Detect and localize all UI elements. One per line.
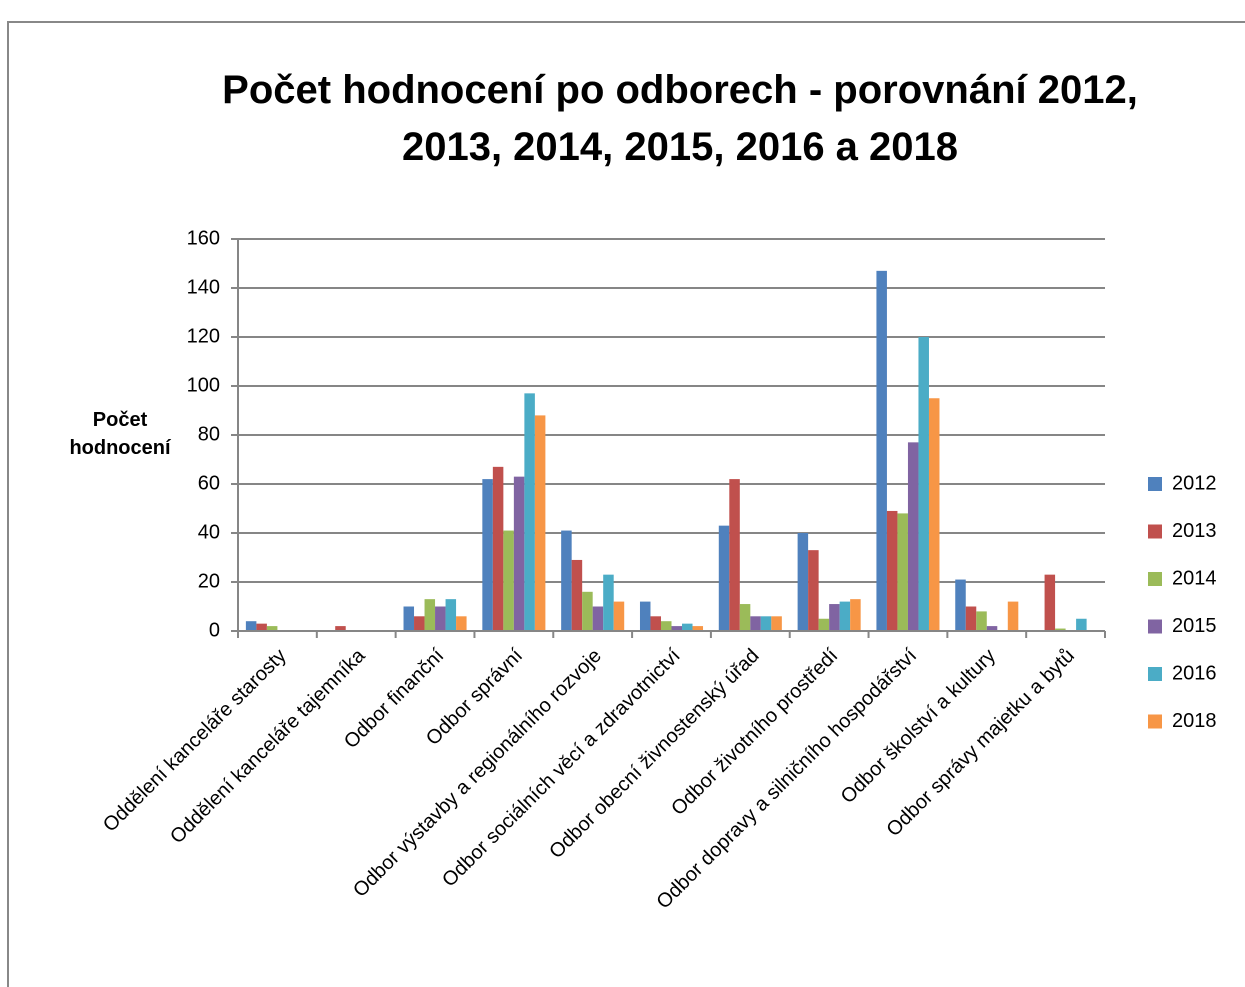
y-tick-label: 20: [198, 570, 220, 592]
bar: [245, 621, 257, 631]
bar: [692, 626, 704, 631]
bar: [639, 601, 651, 631]
bar: [671, 626, 683, 631]
bar: [682, 623, 693, 631]
bar: [613, 601, 625, 631]
y-tick-label: 0: [209, 619, 220, 641]
bar: [965, 606, 977, 631]
bar: [1044, 574, 1056, 631]
legend-swatch: [1148, 667, 1162, 681]
bar: [492, 466, 504, 631]
bar: [503, 530, 514, 631]
bar: [739, 604, 751, 631]
bar: [839, 601, 851, 631]
bar: [850, 599, 861, 631]
bar: [771, 616, 782, 631]
legend-swatch: [1148, 524, 1162, 539]
bar: [718, 525, 730, 631]
legend-swatch: [1148, 477, 1162, 491]
legend-label: 2013: [1172, 520, 1217, 542]
bar: [403, 606, 415, 631]
bar: [424, 599, 436, 631]
bar: [928, 398, 940, 631]
bar: [256, 623, 267, 631]
legend-label: 2015: [1172, 615, 1217, 637]
bar: [513, 476, 525, 631]
y-tick-label: 120: [187, 325, 220, 347]
bar: [897, 513, 908, 631]
legend-label: 2018: [1172, 710, 1217, 732]
legend-swatch: [1148, 572, 1162, 586]
bar: [571, 559, 583, 631]
bar: [986, 626, 998, 631]
bar: [456, 616, 467, 631]
y-tick-label: 160: [187, 227, 220, 249]
bar: [760, 616, 772, 631]
y-tick-label: 140: [187, 276, 220, 298]
bar: [414, 616, 425, 631]
y-axis-label: Počet hodnocení: [69, 409, 171, 459]
bar: [876, 270, 887, 631]
bar: [445, 599, 457, 631]
bar: [592, 606, 604, 631]
bar: [976, 611, 987, 631]
legend-label: 2016: [1172, 662, 1217, 684]
x-tick-label: Odbor školství a kultury: [837, 645, 1000, 808]
bar: [818, 618, 830, 631]
chart-title: Počet hodnocení po odborech - porovnání …: [222, 68, 1138, 169]
chart-frame: [7, 21, 1245, 987]
y-tick-label: 60: [198, 472, 220, 494]
legend-swatch: [1148, 714, 1162, 729]
bar: [534, 415, 546, 631]
bar: [797, 533, 809, 631]
y-tick-label: 100: [187, 374, 220, 396]
bar: [603, 574, 614, 631]
bar: [582, 591, 593, 631]
bar: [918, 337, 929, 631]
bar: [266, 626, 278, 631]
bar: [561, 530, 572, 631]
bar: [1076, 618, 1087, 631]
bar: [750, 616, 761, 631]
bar: [482, 479, 493, 631]
bar: [1007, 601, 1019, 631]
bar: [1055, 628, 1066, 631]
bar: [829, 604, 840, 631]
legend-label: 2014: [1172, 567, 1217, 589]
bar: [808, 550, 819, 631]
legend-label: 2012: [1172, 472, 1217, 494]
bar: [335, 626, 346, 631]
bar: [907, 442, 919, 631]
bar: [886, 510, 898, 631]
x-tick-label: Odbor životního prostředí: [667, 644, 842, 819]
bar: [435, 606, 446, 631]
bar: [660, 621, 672, 631]
y-tick-label: 40: [198, 521, 220, 543]
bar: [729, 479, 740, 631]
legend-swatch: [1148, 619, 1162, 634]
bar: [524, 393, 535, 631]
bar: [955, 579, 966, 631]
y-tick-label: 80: [198, 423, 220, 445]
bar: [650, 616, 661, 631]
